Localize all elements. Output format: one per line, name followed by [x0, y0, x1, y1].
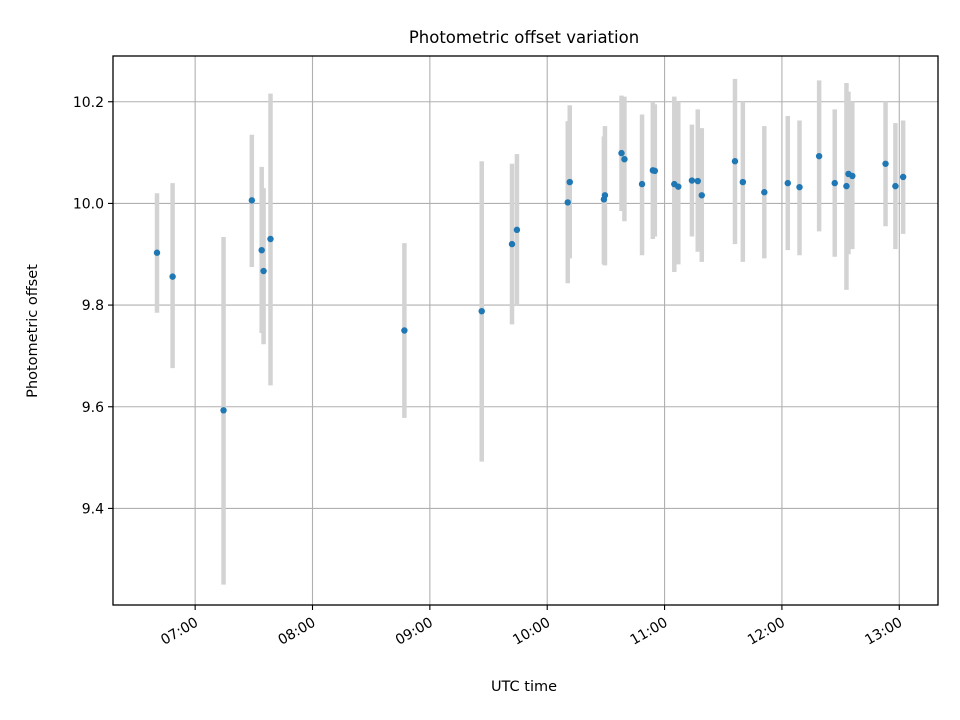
- data-point: [401, 327, 408, 334]
- data-point: [849, 172, 856, 180]
- data-point: [882, 160, 889, 167]
- data-point: [153, 249, 161, 256]
- data-point: [638, 180, 646, 188]
- data-point: [796, 183, 803, 191]
- data-point: [843, 182, 850, 190]
- x-axis-label: UTC time: [491, 679, 557, 695]
- data-point: [731, 158, 739, 165]
- data-point: [784, 179, 791, 187]
- data-point: [220, 407, 227, 414]
- data-point: [258, 246, 265, 254]
- data-point: [892, 182, 899, 190]
- chart-title: Photometric offset variation: [409, 28, 639, 47]
- data-point: [688, 177, 696, 184]
- y-axis-ticks: 9.4 9.6 9.8 10.0 10.2: [73, 95, 113, 517]
- data-point: [694, 177, 701, 185]
- data-point: [566, 178, 573, 186]
- data-point: [618, 149, 625, 157]
- data-point: [478, 307, 485, 315]
- data-point: [260, 267, 267, 275]
- plot-frame: [112, 55, 939, 606]
- data-point: [564, 199, 571, 206]
- data-point: [739, 178, 747, 186]
- data-point: [899, 173, 907, 181]
- data-point: [698, 192, 705, 199]
- data-point: [248, 197, 256, 204]
- data-point: [651, 167, 659, 175]
- data-point: [621, 155, 628, 163]
- data-point: [601, 192, 609, 199]
- y-tick-label: 10.2: [73, 95, 104, 111]
- data-point: [675, 183, 682, 190]
- data-point: [815, 152, 823, 160]
- data-points: [153, 149, 907, 414]
- y-tick-label: 9.6: [82, 400, 104, 416]
- data-point: [513, 226, 521, 234]
- data-point: [169, 273, 176, 280]
- y-tick-label: 9.8: [82, 298, 104, 314]
- y-tick-label: 10.0: [73, 196, 104, 212]
- data-point: [508, 240, 516, 248]
- data-point: [267, 235, 274, 243]
- data-point: [831, 179, 838, 187]
- data-point: [761, 189, 768, 196]
- y-axis-label: Photometric offset: [25, 264, 41, 398]
- y-tick-label: 9.4: [82, 501, 104, 517]
